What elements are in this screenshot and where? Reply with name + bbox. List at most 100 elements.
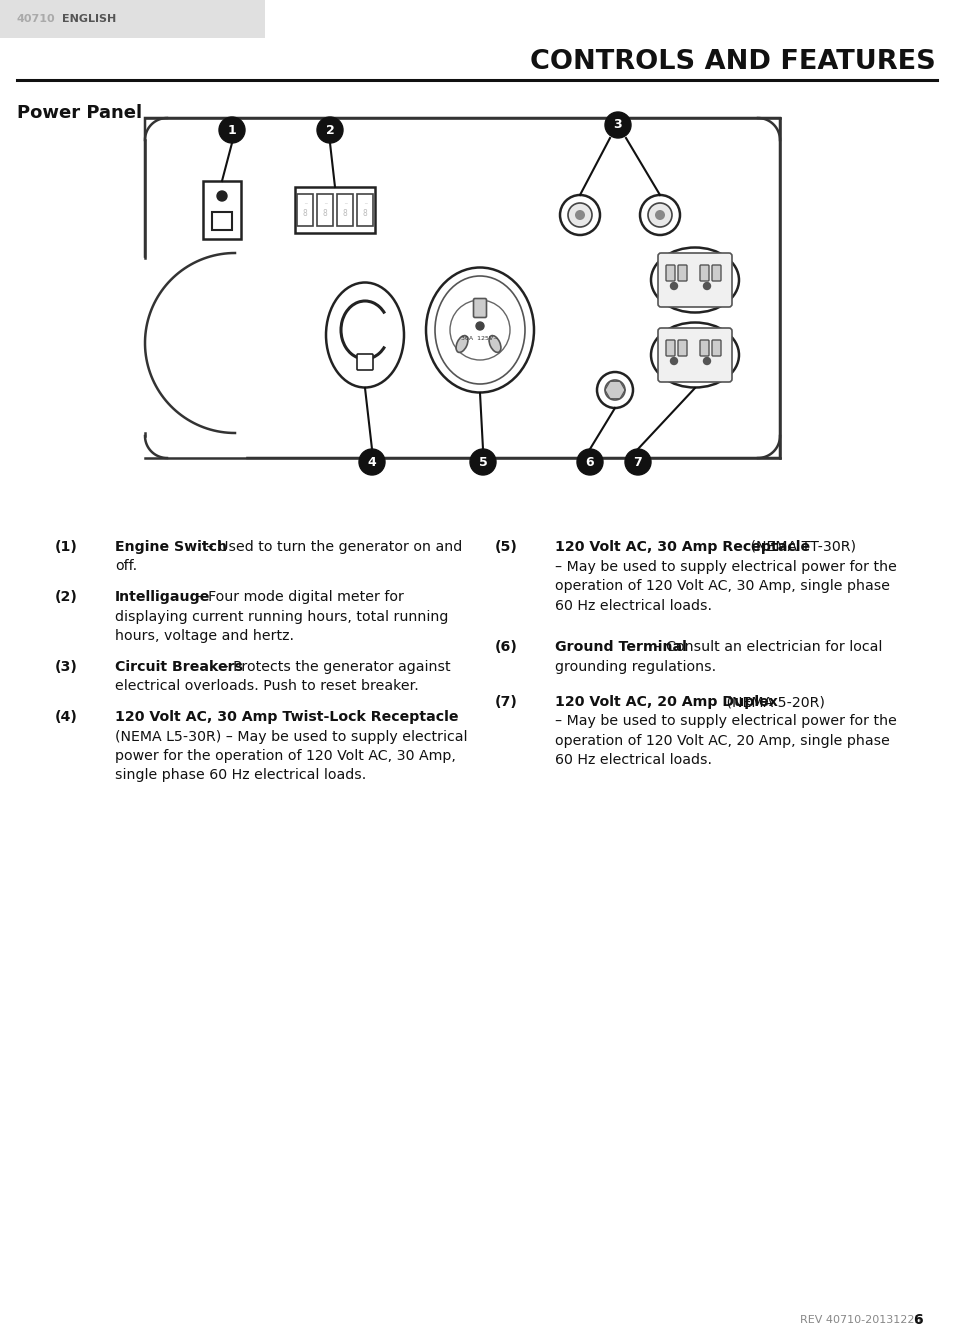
Text: ENGLISH: ENGLISH bbox=[62, 13, 116, 24]
Text: operation of 120 Volt AC, 20 Amp, single phase: operation of 120 Volt AC, 20 Amp, single… bbox=[555, 734, 889, 747]
Polygon shape bbox=[140, 258, 245, 463]
Circle shape bbox=[639, 195, 679, 235]
Text: (3): (3) bbox=[55, 660, 78, 674]
Text: 8: 8 bbox=[342, 208, 347, 217]
FancyBboxPatch shape bbox=[212, 212, 232, 229]
FancyBboxPatch shape bbox=[336, 195, 353, 225]
FancyBboxPatch shape bbox=[0, 0, 265, 38]
FancyBboxPatch shape bbox=[203, 181, 241, 239]
Text: (7): (7) bbox=[495, 695, 517, 709]
Circle shape bbox=[358, 450, 385, 475]
Text: electrical overloads. Push to reset breaker.: electrical overloads. Push to reset brea… bbox=[115, 679, 418, 694]
Circle shape bbox=[219, 117, 245, 144]
Ellipse shape bbox=[456, 336, 467, 353]
Text: (NEMA TT-30R): (NEMA TT-30R) bbox=[745, 539, 855, 554]
Text: _: _ bbox=[363, 200, 366, 204]
Text: – Consult an electrician for local: – Consult an electrician for local bbox=[649, 640, 882, 654]
Text: REV 40710-20131225: REV 40710-20131225 bbox=[800, 1315, 921, 1325]
Circle shape bbox=[567, 203, 592, 227]
Circle shape bbox=[702, 357, 710, 365]
FancyBboxPatch shape bbox=[473, 298, 486, 318]
FancyBboxPatch shape bbox=[678, 340, 686, 356]
Circle shape bbox=[450, 301, 510, 360]
Text: 30A  125V~: 30A 125V~ bbox=[461, 336, 498, 341]
Text: – Protects the generator against: – Protects the generator against bbox=[216, 660, 450, 674]
Text: 40710: 40710 bbox=[17, 13, 55, 24]
Circle shape bbox=[655, 209, 664, 220]
Text: power for the operation of 120 Volt AC, 30 Amp,: power for the operation of 120 Volt AC, … bbox=[115, 749, 456, 764]
Circle shape bbox=[216, 191, 227, 201]
FancyBboxPatch shape bbox=[711, 264, 720, 280]
Text: hours, voltage and hertz.: hours, voltage and hertz. bbox=[115, 629, 294, 643]
Text: (5): (5) bbox=[495, 539, 517, 554]
FancyBboxPatch shape bbox=[700, 264, 708, 280]
Text: 3: 3 bbox=[613, 118, 621, 132]
Text: 1: 1 bbox=[228, 123, 236, 137]
Text: 6: 6 bbox=[912, 1312, 922, 1327]
Text: – Four mode digital meter for: – Four mode digital meter for bbox=[192, 590, 403, 604]
Text: – May be used to supply electrical power for the: – May be used to supply electrical power… bbox=[555, 560, 896, 573]
Circle shape bbox=[604, 111, 630, 138]
Text: Engine Switch: Engine Switch bbox=[115, 539, 227, 554]
Circle shape bbox=[597, 372, 633, 408]
Text: (NEMA 5-20R): (NEMA 5-20R) bbox=[721, 695, 824, 709]
FancyBboxPatch shape bbox=[356, 195, 373, 225]
Ellipse shape bbox=[489, 336, 500, 353]
Text: Ground Terminal: Ground Terminal bbox=[555, 640, 686, 654]
FancyBboxPatch shape bbox=[665, 264, 675, 280]
FancyBboxPatch shape bbox=[316, 195, 333, 225]
Text: (1): (1) bbox=[55, 539, 78, 554]
Circle shape bbox=[470, 450, 496, 475]
Text: 5: 5 bbox=[478, 455, 487, 468]
Text: 120 Volt AC, 20 Amp Duplex: 120 Volt AC, 20 Amp Duplex bbox=[555, 695, 777, 709]
FancyBboxPatch shape bbox=[665, 340, 675, 356]
Text: – May be used to supply electrical power for the: – May be used to supply electrical power… bbox=[555, 714, 896, 729]
FancyBboxPatch shape bbox=[356, 354, 373, 370]
Ellipse shape bbox=[326, 283, 403, 388]
Text: 6: 6 bbox=[585, 455, 594, 468]
FancyBboxPatch shape bbox=[658, 327, 731, 382]
FancyBboxPatch shape bbox=[711, 340, 720, 356]
Text: _: _ bbox=[343, 200, 346, 204]
Text: 120 Volt AC, 30 Amp Receptacle: 120 Volt AC, 30 Amp Receptacle bbox=[555, 539, 809, 554]
Circle shape bbox=[670, 357, 677, 365]
Circle shape bbox=[624, 450, 650, 475]
Text: (4): (4) bbox=[55, 710, 78, 723]
Text: 60 Hz electrical loads.: 60 Hz electrical loads. bbox=[555, 753, 711, 768]
Text: 8: 8 bbox=[322, 208, 327, 217]
Circle shape bbox=[577, 450, 602, 475]
Circle shape bbox=[575, 209, 584, 220]
FancyBboxPatch shape bbox=[700, 340, 708, 356]
Circle shape bbox=[476, 322, 483, 330]
Text: – Used to turn the generator on and: – Used to turn the generator on and bbox=[202, 539, 462, 554]
FancyBboxPatch shape bbox=[294, 187, 375, 234]
Circle shape bbox=[647, 203, 671, 227]
Text: operation of 120 Volt AC, 30 Amp, single phase: operation of 120 Volt AC, 30 Amp, single… bbox=[555, 578, 889, 593]
Circle shape bbox=[702, 283, 710, 290]
Text: off.: off. bbox=[115, 560, 137, 573]
Text: 2: 2 bbox=[325, 123, 334, 137]
Ellipse shape bbox=[435, 276, 524, 384]
Text: 60 Hz electrical loads.: 60 Hz electrical loads. bbox=[555, 599, 711, 612]
Text: _: _ bbox=[303, 200, 306, 204]
Circle shape bbox=[559, 195, 599, 235]
FancyBboxPatch shape bbox=[678, 264, 686, 280]
Ellipse shape bbox=[650, 322, 739, 388]
Text: 8: 8 bbox=[302, 208, 307, 217]
Ellipse shape bbox=[650, 247, 739, 313]
Text: single phase 60 Hz electrical loads.: single phase 60 Hz electrical loads. bbox=[115, 769, 366, 782]
Text: 7: 7 bbox=[633, 455, 641, 468]
Text: (2): (2) bbox=[55, 590, 78, 604]
Text: CONTROLS AND FEATURES: CONTROLS AND FEATURES bbox=[530, 50, 935, 75]
Text: (NEMA L5-30R) – May be used to supply electrical: (NEMA L5-30R) – May be used to supply el… bbox=[115, 730, 467, 743]
FancyBboxPatch shape bbox=[658, 254, 731, 307]
Text: (6): (6) bbox=[495, 640, 517, 654]
Text: Power Panel: Power Panel bbox=[17, 103, 142, 122]
Circle shape bbox=[604, 380, 624, 400]
Text: grounding regulations.: grounding regulations. bbox=[555, 659, 716, 674]
Circle shape bbox=[316, 117, 343, 144]
Text: 8: 8 bbox=[362, 208, 367, 217]
Text: Circuit Breakers: Circuit Breakers bbox=[115, 660, 243, 674]
Ellipse shape bbox=[426, 267, 534, 392]
Text: Intelligauge: Intelligauge bbox=[115, 590, 211, 604]
